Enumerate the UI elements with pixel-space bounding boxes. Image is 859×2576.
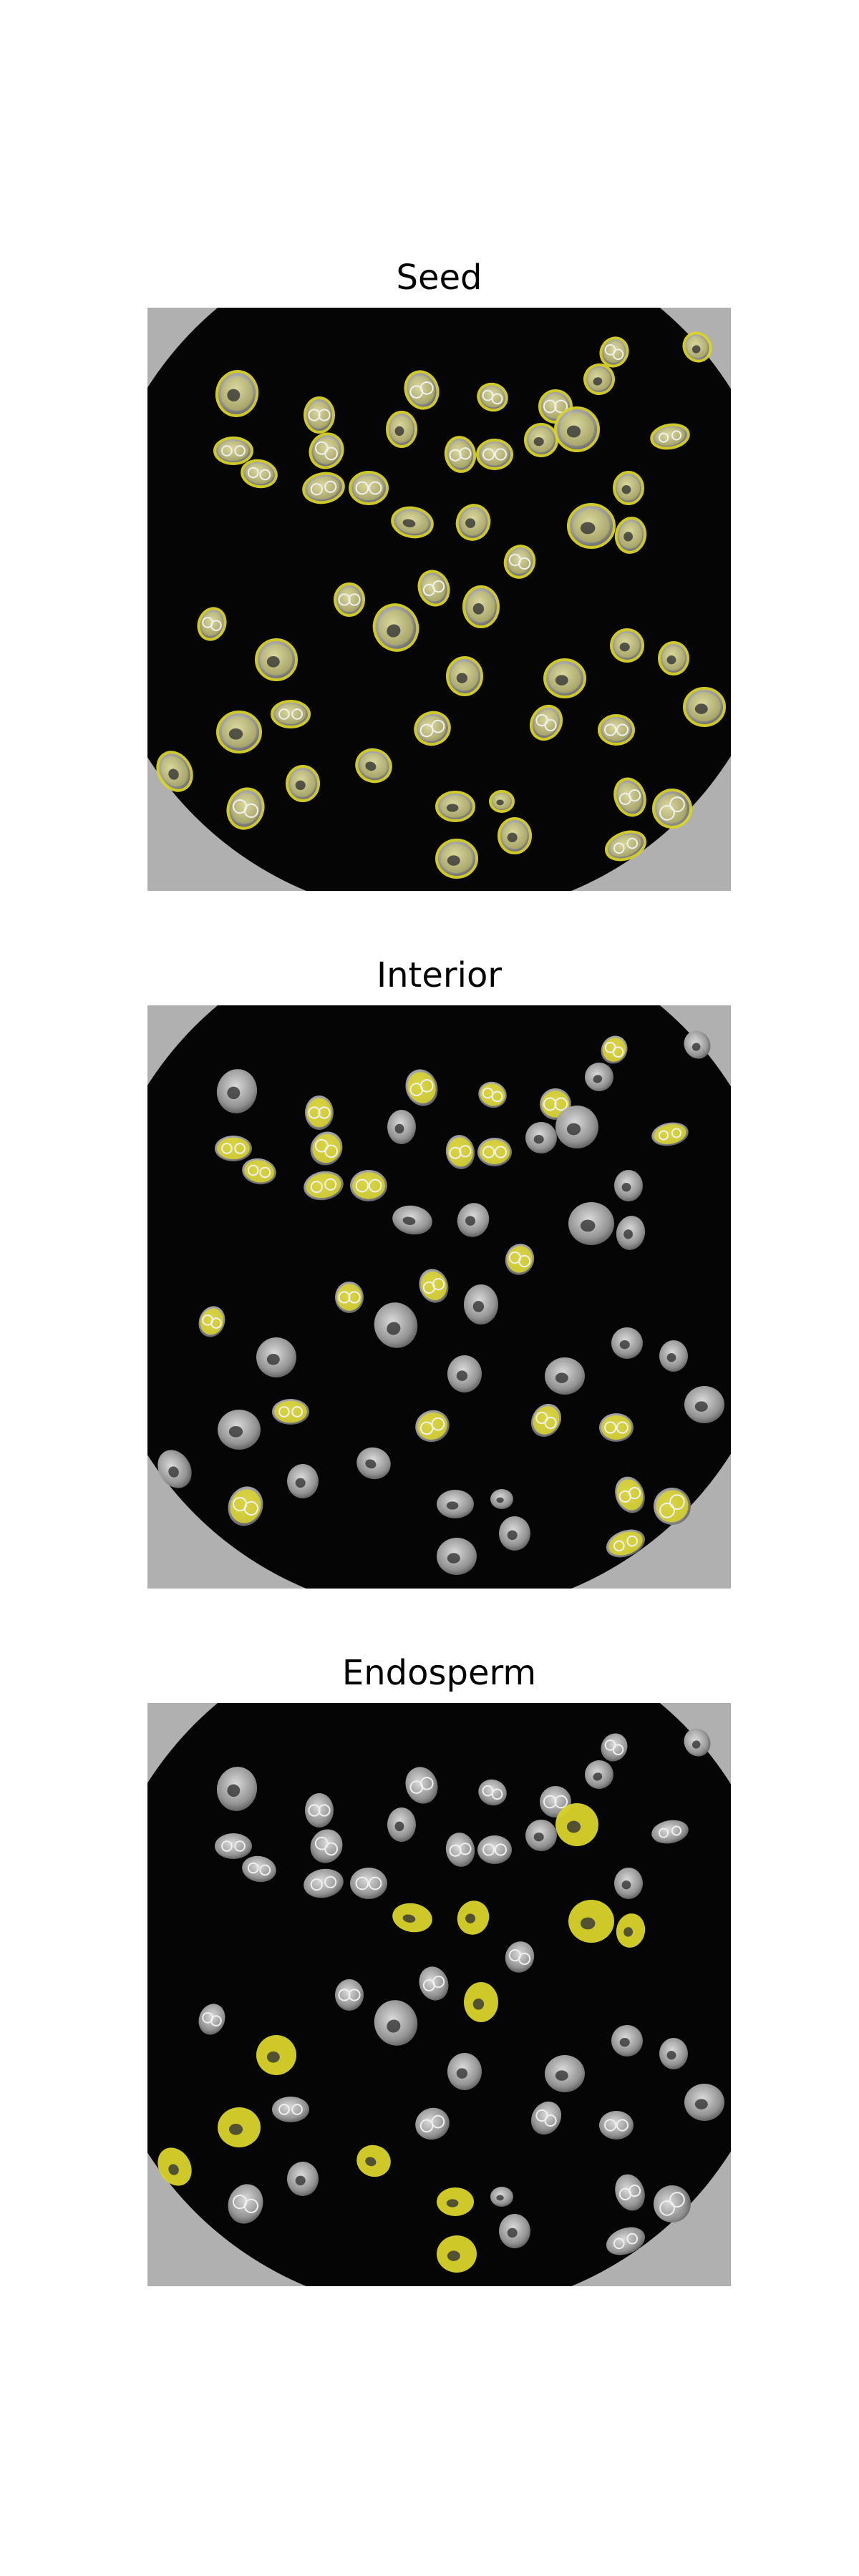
scan-image-interior [147, 1005, 731, 1589]
seed-mask-overlay [147, 308, 731, 891]
panel-title-interior: Interior [376, 955, 503, 995]
scan-image-endosperm [147, 1703, 731, 2286]
panel-title-endosperm: Endosperm [341, 1653, 537, 1693]
panel-title-seed: Seed [396, 258, 482, 298]
scan-image-seed [147, 308, 731, 891]
interior-mask-overlay [147, 1005, 731, 1589]
endosperm-mask-overlay [147, 1703, 731, 2286]
